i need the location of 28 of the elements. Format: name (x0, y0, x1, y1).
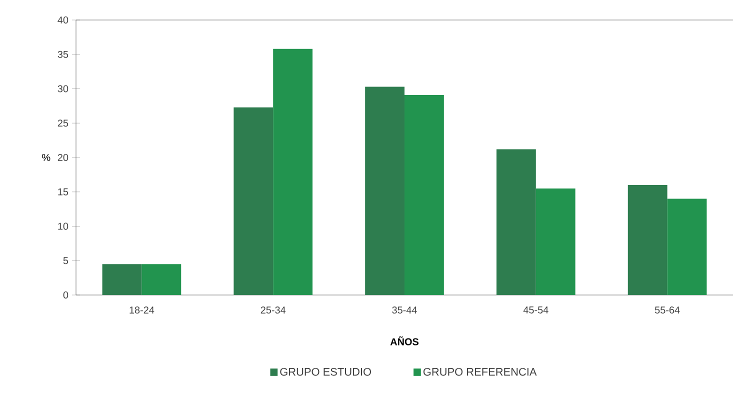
x-tick-label: 35-44 (392, 306, 417, 314)
bar (273, 48, 313, 295)
y-tick-label: 10 (58, 222, 68, 230)
y-tick-label: 0 (63, 291, 68, 299)
y-axis-title: % (42, 154, 50, 161)
y-tick-label: 15 (58, 188, 68, 196)
bar (628, 185, 668, 295)
legend-label: GRUPO ESTUDIO (280, 368, 372, 376)
bar (536, 188, 576, 295)
bar (102, 264, 142, 295)
x-tick-label: 55-64 (654, 306, 680, 314)
y-tick-label: 40 (58, 16, 68, 24)
y-tick-label: 35 (58, 50, 68, 58)
bar (496, 149, 536, 295)
x-tick-label: 25-34 (260, 306, 286, 314)
bar (142, 264, 182, 295)
y-tick-label: 30 (58, 85, 68, 92)
bar (667, 198, 707, 295)
y-tick-label: 25 (58, 120, 68, 127)
y-tick-label: 5 (63, 257, 68, 264)
x-tick-label: 18-24 (130, 306, 154, 314)
bar (234, 107, 274, 295)
bar (404, 94, 444, 295)
y-tick-label: 20 (58, 154, 68, 162)
x-tick-label: 45-54 (523, 306, 548, 314)
x-axis-title: AÑOS (390, 336, 419, 346)
legend-label: GRUPO REFERENCIA (423, 368, 537, 376)
bar (365, 86, 405, 295)
